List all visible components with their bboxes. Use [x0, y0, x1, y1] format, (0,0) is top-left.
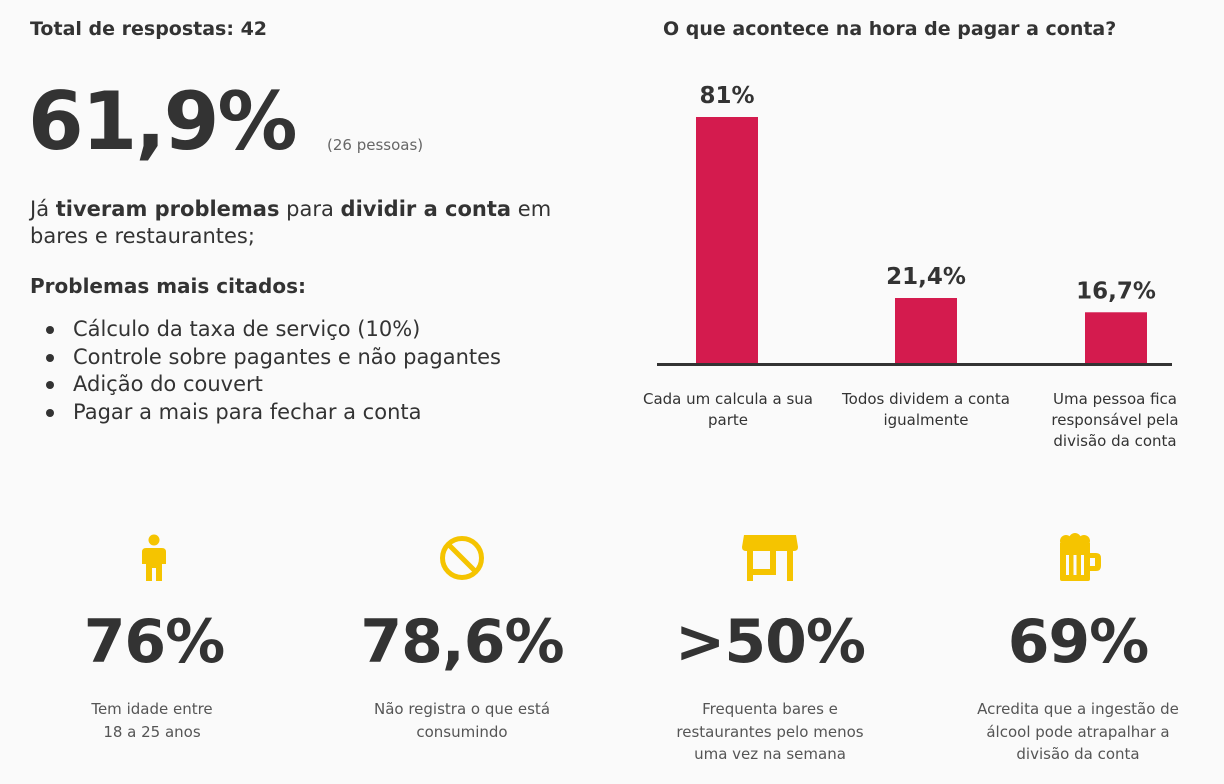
prohibited-icon-graphic: [440, 536, 484, 580]
stat-description-line: 18 a 25 anos: [103, 722, 201, 741]
stat-description-line: Tem idade entre: [91, 700, 213, 718]
bar-chart: 81% 21,4% 16,7%: [657, 83, 1172, 366]
problems-text-part: em bares e restaurantes;: [30, 197, 552, 248]
stat-description: Tem idade entre 18 a 25 anos: [32, 698, 272, 743]
stat-description-line: Frequenta bares e: [702, 700, 838, 718]
chart-bar-value-label: 81%: [699, 83, 754, 109]
list-item: Cálculo da taxa de serviço (10%): [30, 316, 501, 344]
stat-description-line: divisão da conta: [1016, 745, 1140, 763]
problems-text-part: para: [279, 197, 341, 221]
list-item: Adição do couvert: [30, 371, 501, 399]
problems-text-bold: dividir a conta: [340, 197, 512, 221]
stat-value: 76%: [83, 607, 226, 677]
stat-description-line: uma vez na semana: [694, 745, 846, 763]
stat-value: >50%: [675, 607, 866, 677]
stat-description-line: restaurantes pelo menos: [676, 722, 864, 741]
stat-description: Acredita que a ingestão de álcool pode a…: [958, 698, 1198, 766]
storefront-icon: [740, 532, 800, 584]
beer-mug-icon-graphic: [1060, 533, 1101, 581]
stat-description-line: consumindo: [416, 722, 508, 741]
problems-list-title: Problemas mais citados:: [30, 274, 306, 298]
chart-bar-value-label: 16,7%: [1076, 278, 1156, 304]
list-item: Pagar a mais para fechar a conta: [30, 399, 501, 427]
problems-list: Cálculo da taxa de serviço (10%) Control…: [30, 316, 501, 426]
chart-category-label: Uma pessoa fica responsável pela divisão…: [1051, 390, 1179, 450]
prohibited-icon: [432, 532, 492, 584]
total-responses: Total de respostas: 42: [30, 18, 268, 40]
stat-description-line: álcool pode atrapalhar a: [986, 722, 1170, 741]
chart-bar: [1085, 312, 1147, 363]
chart-bar: [895, 298, 957, 363]
chart-bar: [696, 117, 758, 363]
stat-value: 78,6%: [360, 607, 564, 677]
problems-statement: Já tiveram problemas para dividir a cont…: [30, 196, 590, 250]
problems-text-part: Já: [30, 197, 56, 221]
chart-category-label: Todos dividem a conta igualmente: [842, 390, 1010, 429]
stat-description: Frequenta bares e restaurantes pelo meno…: [650, 698, 890, 766]
chart-title: O que acontece na hora de pagar a conta?: [663, 18, 1117, 40]
headline-percentage: 61,9%: [28, 75, 298, 168]
headline-note: (26 pessoas): [327, 136, 424, 154]
person-icon: [124, 532, 184, 584]
beer-mug-icon: [1050, 532, 1110, 584]
chart-category-label: Cada um calcula a sua parte: [643, 390, 813, 429]
stat-description-line: Não registra o que está: [373, 700, 551, 718]
storefront-icon-graphic: [742, 535, 798, 581]
chart-bar-value-label: 21,4%: [886, 264, 966, 290]
person-icon-graphic: [142, 534, 166, 581]
stat-value: 69%: [1007, 607, 1150, 677]
list-item: Controle sobre pagantes e não pagantes: [30, 344, 501, 372]
problems-text-bold: tiveram problemas: [55, 197, 280, 221]
stat-description: Não registra o que está consumindo: [342, 698, 582, 743]
stat-description-line: Acredita que a ingestão de: [977, 700, 1179, 718]
